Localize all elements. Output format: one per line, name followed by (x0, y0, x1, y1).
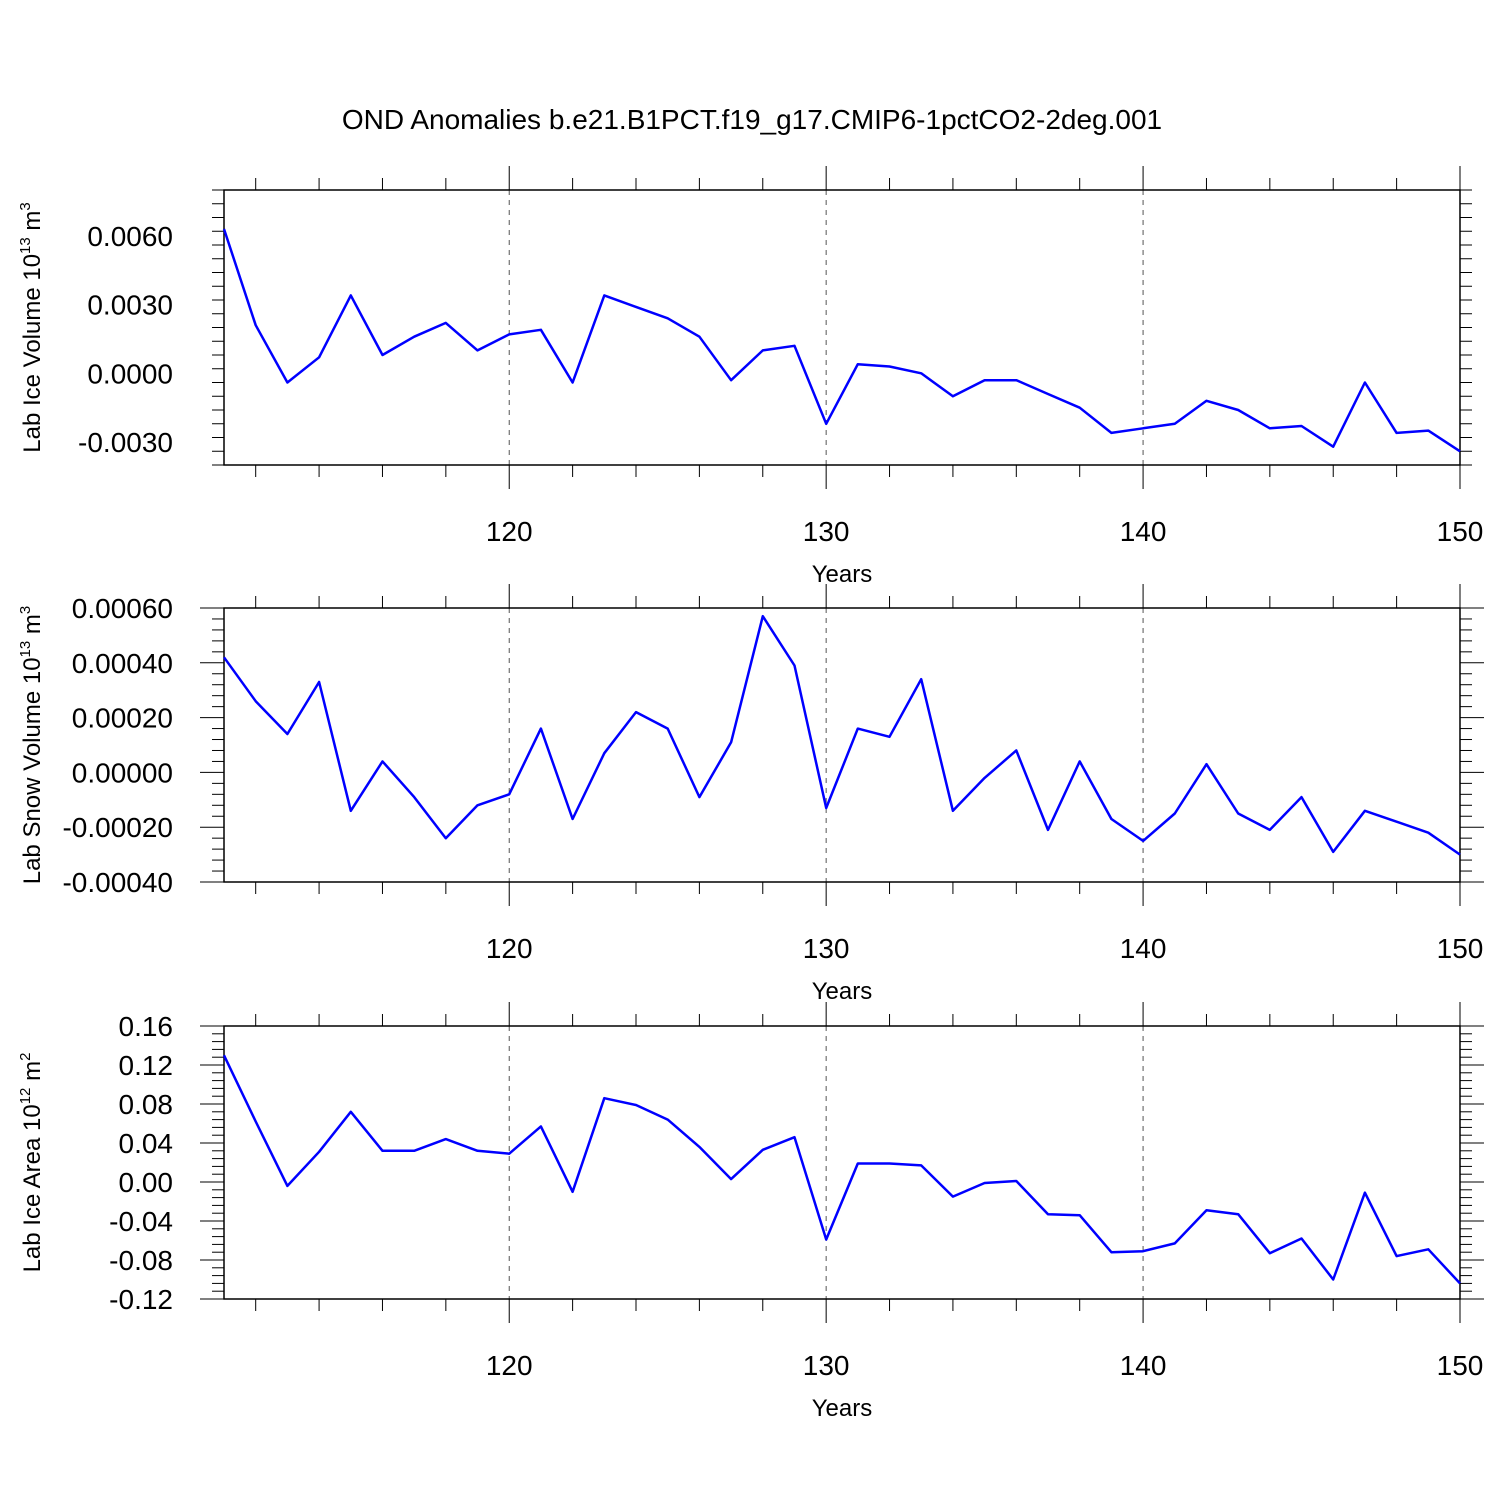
y-tick-label: -0.12 (109, 1284, 173, 1315)
plot-frame (223, 189, 1461, 466)
y-tick-label: -0.08 (109, 1245, 173, 1276)
y-tick-label: 0.04 (119, 1128, 174, 1159)
y-tick-label: 0.16 (119, 1011, 174, 1042)
plot-frame (223, 607, 1461, 883)
x-tick-label: 130 (803, 516, 850, 547)
y-axis-label-exponent: 13 (17, 237, 34, 254)
series-line (222, 1054, 1461, 1285)
x-tick-label: 140 (1120, 516, 1167, 547)
y-axis-label-text: Lab Snow Volume 10 (19, 657, 46, 884)
y-axis-label: Lab Ice Area 1012 m2 (17, 1053, 46, 1273)
x-tick-label: 140 (1120, 1350, 1167, 1381)
x-tick-label: 120 (486, 516, 533, 547)
y-axis-label: Lab Ice Volume 1013 m3 (17, 202, 46, 453)
y-tick-label: 0.12 (119, 1050, 174, 1081)
y-axis-label-unit-exponent: 3 (17, 606, 34, 614)
y-tick-label: 0.00060 (72, 593, 173, 624)
x-tick-label: 120 (486, 933, 533, 964)
y-tick-label: 0.00 (119, 1167, 174, 1198)
y-axis-label-text: Lab Ice Area 10 (19, 1104, 46, 1272)
x-axis-label: Years (812, 1395, 873, 1422)
y-tick-label: -0.00040 (62, 867, 173, 898)
chart-panel-2: -0.00040 -0.00020 0.00000 0.00020 0.00040 0.0… (17, 584, 1484, 1005)
y-tick-label: -0.04 (109, 1206, 173, 1237)
x-axis-label: Years (812, 561, 873, 588)
x-axis-label: Years (812, 978, 873, 1005)
y-tick-label: 0.08 (119, 1089, 174, 1120)
y-tick-label: -0.0030 (78, 427, 173, 458)
y-tick-label: 0.00040 (72, 648, 173, 679)
y-axis-label-unit-exponent: 2 (17, 1053, 34, 1061)
y-axis-label-unit-exponent: 3 (17, 202, 34, 210)
series-line (222, 228, 1461, 453)
plot-frame (223, 1025, 1461, 1300)
x-tick-label: 150 (1437, 516, 1484, 547)
x-tick-label: 150 (1437, 1350, 1484, 1381)
x-tick-label: 120 (486, 1350, 533, 1381)
y-axis-label-unit: m (19, 614, 46, 641)
x-tick-label: 150 (1437, 933, 1484, 964)
series-line (222, 614, 1461, 856)
y-tick-label: 0.00000 (72, 757, 173, 788)
y-tick-label: 0.0000 (87, 358, 173, 389)
y-axis-label-exponent: 12 (17, 1088, 34, 1105)
y-axis-label: Lab Snow Volume 1013 m3 (17, 606, 46, 885)
y-axis-label-unit: m (19, 1061, 46, 1088)
chart-panel-3: -0.12 -0.08 -0.04 0.00 0.04 0.08 0.12 0.16 120 13… (17, 1002, 1484, 1422)
y-tick-label: 0.0030 (87, 290, 173, 321)
x-tick-label: 140 (1120, 933, 1167, 964)
chart-panel-1: -0.0030 0.0000 0.0030 0.0060 120 130 140 150 Yea… (17, 166, 1483, 588)
y-tick-label: 0.00020 (72, 703, 173, 734)
chart-title: OND Anomalies b.e21.B1PCT.f19_g17.CMIP6-… (342, 104, 1162, 135)
x-tick-label: 130 (803, 1350, 850, 1381)
y-tick-label: 0.0060 (87, 221, 173, 252)
y-axis-label-text: Lab Ice Volume 10 (19, 254, 46, 453)
y-axis-label-exponent: 13 (17, 641, 34, 658)
y-tick-label: -0.00020 (62, 812, 173, 843)
y-axis-label-unit: m (19, 211, 46, 238)
x-tick-label: 130 (803, 933, 850, 964)
